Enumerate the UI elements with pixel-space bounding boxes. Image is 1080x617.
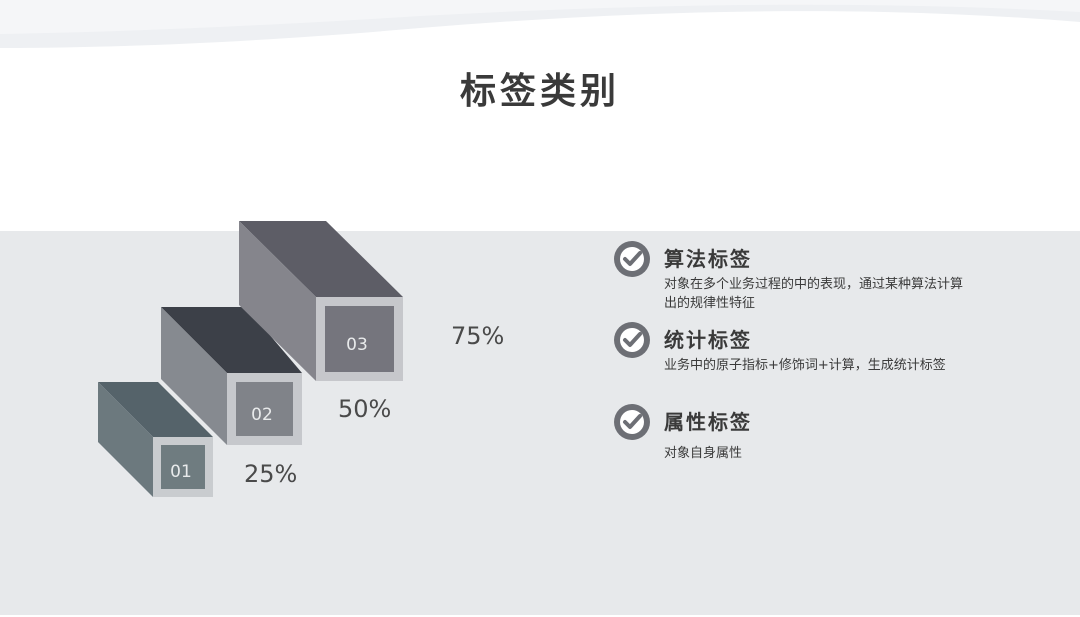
step-percent-03: 75% xyxy=(451,322,505,350)
category-description: 对象自身属性 xyxy=(664,446,743,461)
step-box-03 xyxy=(239,221,403,381)
page-title: 标签类别 xyxy=(459,71,620,112)
step-box-02 xyxy=(161,307,302,445)
top-wave-decoration xyxy=(0,0,1080,48)
step-number-03: 03 xyxy=(346,335,368,355)
step-number-02: 02 xyxy=(251,405,273,425)
check-circle-icon xyxy=(614,404,650,440)
step-box-01 xyxy=(98,382,213,497)
check-circle-icon xyxy=(614,322,650,358)
category-description: 对象在多个业务过程的中的表现，通过某种算法计算出的规律性特征 xyxy=(664,277,964,311)
category-description: 业务中的原子指标+修饰词+计算，生成统计标签 xyxy=(664,358,946,373)
step-number-01: 01 xyxy=(170,462,192,482)
step-percent-02: 50% xyxy=(338,395,392,423)
category-title: 算法标签 xyxy=(664,247,752,271)
category-title: 统计标签 xyxy=(664,328,752,352)
category-title: 属性标签 xyxy=(664,410,752,434)
step-percent-01: 25% xyxy=(244,460,298,488)
check-circle-icon xyxy=(614,241,650,277)
